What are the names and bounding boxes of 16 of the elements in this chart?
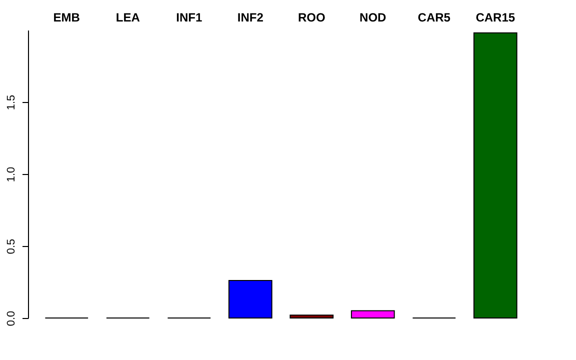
x-tick-label: EMB bbox=[53, 10, 80, 24]
y-tick-label: 0.5 bbox=[6, 238, 18, 254]
x-tick-label: NOD bbox=[360, 10, 387, 24]
x-tick-label: ROO bbox=[298, 10, 326, 24]
y-tick-label: 1.0 bbox=[6, 166, 18, 182]
bar bbox=[350, 310, 395, 318]
x-tick-label: INF1 bbox=[176, 10, 202, 24]
bar bbox=[290, 314, 334, 318]
bar bbox=[228, 280, 272, 318]
bar bbox=[473, 32, 518, 318]
y-tick-label: 0.0 bbox=[6, 310, 18, 326]
x-tick-label: CAR5 bbox=[418, 10, 451, 24]
x-tick-label: INF2 bbox=[237, 10, 264, 24]
x-tick-label: CAR15 bbox=[476, 10, 516, 24]
y-tick-label: 1.5 bbox=[6, 94, 18, 110]
x-tick-label: LEA bbox=[116, 10, 140, 24]
